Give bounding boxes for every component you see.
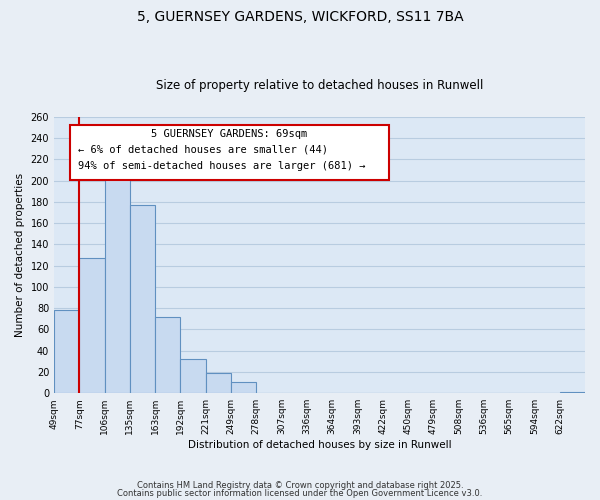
Bar xyxy=(79,258,104,393)
Bar xyxy=(206,373,231,393)
FancyBboxPatch shape xyxy=(70,125,389,180)
Text: Contains public sector information licensed under the Open Government Licence v3: Contains public sector information licen… xyxy=(118,488,482,498)
Text: 5 GUERNSEY GARDENS: 69sqm: 5 GUERNSEY GARDENS: 69sqm xyxy=(151,129,307,139)
Bar xyxy=(54,310,79,393)
Bar xyxy=(231,382,256,393)
Text: ← 6% of detached houses are smaller (44): ← 6% of detached houses are smaller (44) xyxy=(78,145,328,155)
Y-axis label: Number of detached properties: Number of detached properties xyxy=(15,173,25,337)
Text: 5, GUERNSEY GARDENS, WICKFORD, SS11 7BA: 5, GUERNSEY GARDENS, WICKFORD, SS11 7BA xyxy=(137,10,463,24)
Text: Contains HM Land Registry data © Crown copyright and database right 2025.: Contains HM Land Registry data © Crown c… xyxy=(137,481,463,490)
Bar xyxy=(560,392,585,393)
Title: Size of property relative to detached houses in Runwell: Size of property relative to detached ho… xyxy=(156,79,483,92)
Text: 94% of semi-detached houses are larger (681) →: 94% of semi-detached houses are larger (… xyxy=(78,161,365,171)
Bar xyxy=(155,316,181,393)
Bar xyxy=(130,205,155,393)
Bar xyxy=(104,166,130,393)
X-axis label: Distribution of detached houses by size in Runwell: Distribution of detached houses by size … xyxy=(188,440,451,450)
Bar xyxy=(181,359,206,393)
